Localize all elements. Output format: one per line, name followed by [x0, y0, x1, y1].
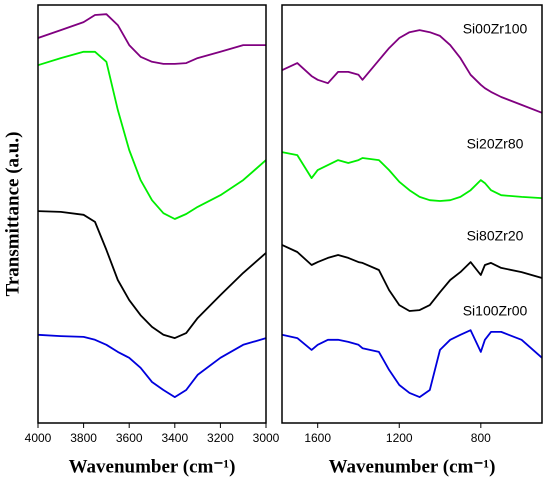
spectrum-line — [37, 50, 267, 220]
spectrum-line — [37, 210, 267, 339]
x-tick-label: 800 — [471, 431, 491, 445]
spectrum-line — [37, 13, 266, 65]
x-tick-label: 3600 — [116, 431, 143, 445]
plot-frame — [281, 4, 543, 424]
x-tick-label: 3200 — [207, 431, 234, 445]
spectrum-line — [37, 333, 267, 398]
spectrum-line — [281, 244, 543, 312]
x-tick-label: 3400 — [161, 431, 188, 445]
spectrum-line — [281, 29, 543, 114]
series-label: Si100Zr00 — [463, 303, 528, 319]
x-axis-label: Wavenumber (cm⁻¹) — [69, 456, 236, 477]
x-axis-label: Wavenumber (cm⁻¹) — [329, 456, 496, 477]
spectrum-line — [281, 151, 543, 202]
x-tick-label: 4000 — [25, 431, 52, 445]
series-label: Si20Zr80 — [467, 136, 524, 152]
y-axis-label: Transmittance (a.u.) — [2, 132, 23, 297]
x-tick-label: 1600 — [304, 431, 331, 445]
x-tick-label: 3000 — [253, 431, 280, 445]
spectrum-line — [281, 329, 543, 398]
x-tick-label: 3800 — [70, 431, 97, 445]
plot-frame — [37, 4, 267, 424]
series-label: Si00Zr100 — [463, 21, 528, 37]
series-label: Si80Zr20 — [467, 228, 524, 244]
x-tick-label: 1200 — [386, 431, 413, 445]
